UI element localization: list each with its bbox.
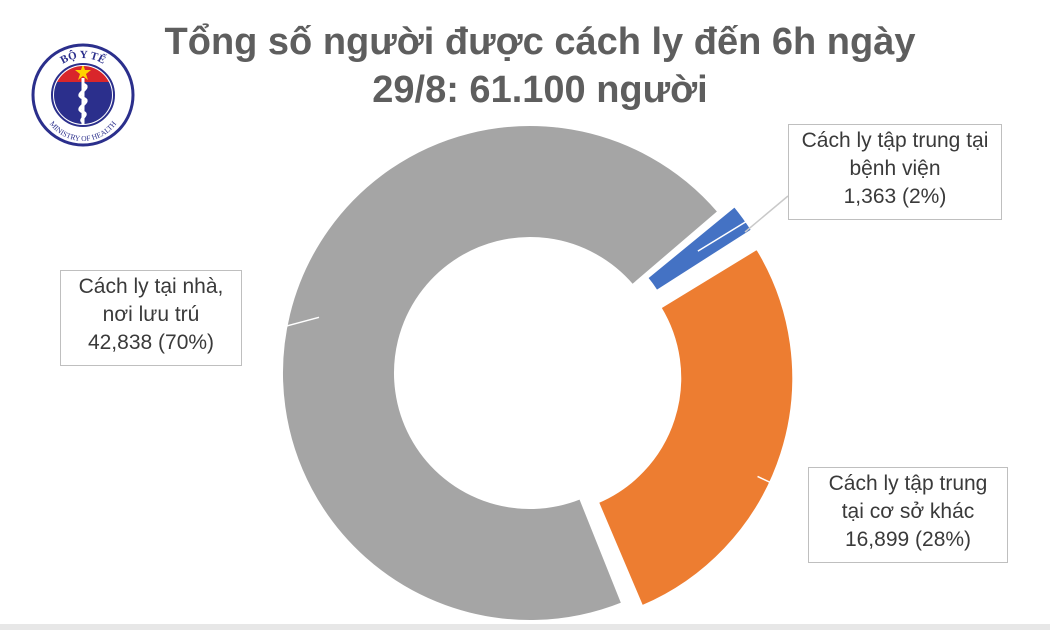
label-other-facility-quarantine: Cách ly tập trung tại cơ sở khác 16,899 …	[808, 467, 1008, 563]
label-hospital-line-2: bệnh viện	[849, 157, 941, 180]
logo-top-text: BỘ Y TẾ	[58, 48, 108, 66]
leader-hospital	[697, 195, 789, 252]
title-line-2: 29/8: 61.100 người	[372, 69, 708, 111]
leader-home	[241, 316, 320, 339]
chart-title: Tổng số người được cách ly đến 6h ngày 2…	[150, 18, 930, 114]
leader-other-facility	[757, 475, 809, 501]
label-hospital-value: 1,363 (2%)	[843, 185, 947, 208]
title-line-1: Tổng số người được cách ly đến 6h ngày	[164, 21, 916, 63]
label-home-value: 42,838 (70%)	[87, 331, 215, 354]
label-home-line-2: nơi lưu trú	[102, 303, 200, 326]
label-other-line-1: Cách ly tập trung	[828, 472, 988, 495]
slice-other-facility	[596, 247, 795, 608]
ministry-of-health-logo: BỘ Y TẾ MINISTRY OF HEALTH	[31, 43, 135, 147]
label-hospital-line-1: Cách ly tập trung tại	[801, 129, 989, 152]
label-home-quarantine: Cách ly tại nhà, nơi lưu trú 42,838 (70%…	[60, 270, 242, 366]
label-hospital-quarantine: Cách ly tập trung tại bệnh viện 1,363 (2…	[788, 124, 1002, 220]
bottom-divider	[0, 624, 1050, 630]
label-other-value: 16,899 (28%)	[844, 528, 972, 551]
label-home-line-1: Cách ly tại nhà,	[78, 275, 224, 298]
label-other-line-2: tại cơ sở khác	[841, 500, 975, 523]
slice-hospital	[645, 204, 754, 293]
leader-hospital-outer	[744, 195, 789, 233]
slice-home	[281, 124, 720, 622]
